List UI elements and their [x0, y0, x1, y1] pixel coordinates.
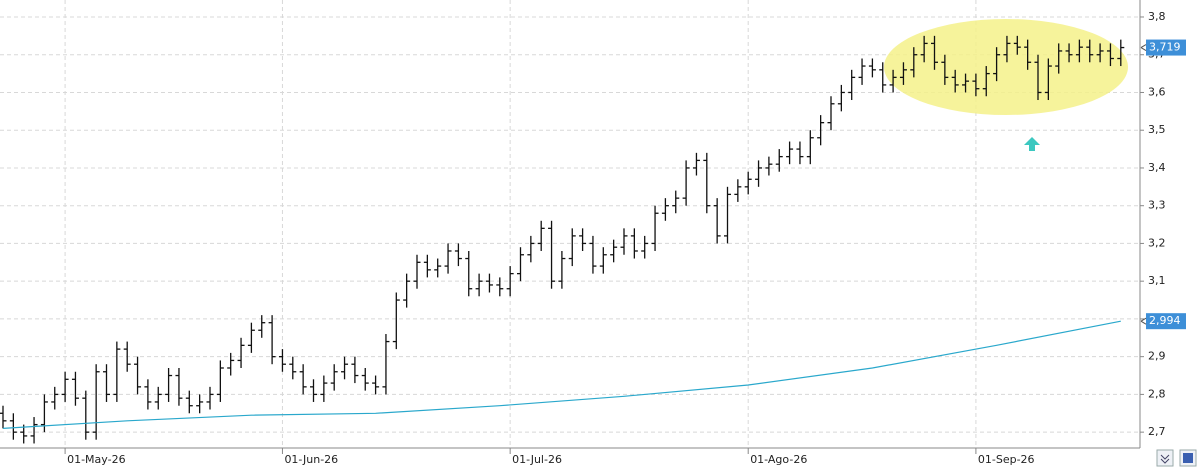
price-label: 2,994 — [1149, 314, 1181, 327]
x-tick-label: 01-May-26 — [67, 453, 125, 466]
x-tick-label: 01-Sep-26 — [978, 453, 1035, 466]
x-tick-label: 01-Jun-26 — [284, 453, 338, 466]
y-tick-label: 3,6 — [1148, 85, 1166, 98]
y-tick-label: 3,2 — [1148, 236, 1166, 249]
y-tick-label: 2,9 — [1148, 350, 1166, 363]
price-label-pointer — [1140, 44, 1147, 51]
highlight — [884, 19, 1128, 115]
y-tick-label: 3,1 — [1148, 274, 1166, 287]
price-label: 3,719 — [1149, 41, 1181, 54]
y-tick-label: 3,3 — [1148, 199, 1166, 212]
price-label-box — [1146, 313, 1186, 330]
y-tick-label: 2,8 — [1148, 387, 1166, 400]
y-tick-label: 3,8 — [1148, 10, 1166, 23]
x-tick-label: 01-Jul-26 — [512, 453, 562, 466]
axis-labels: 2,72,82,933,13,23,33,43,53,63,73,801-May… — [64, 10, 1186, 466]
arrow — [1024, 137, 1040, 151]
price-label-pointer — [1140, 317, 1147, 325]
y-tick-label: 3,5 — [1148, 123, 1166, 136]
collapse-icon — [1160, 454, 1170, 464]
save-icon — [1183, 453, 1193, 463]
y-tick-label: 3,4 — [1148, 161, 1166, 174]
price-label-box — [1146, 39, 1186, 56]
collapse-button[interactable] — [1156, 449, 1174, 467]
x-tick-label: 01-Ago-26 — [750, 453, 807, 466]
marks — [0, 35, 1125, 444]
moving-average — [2, 320, 1121, 429]
y-tick-label: 2,7 — [1148, 425, 1166, 438]
grid — [0, 0, 1140, 448]
